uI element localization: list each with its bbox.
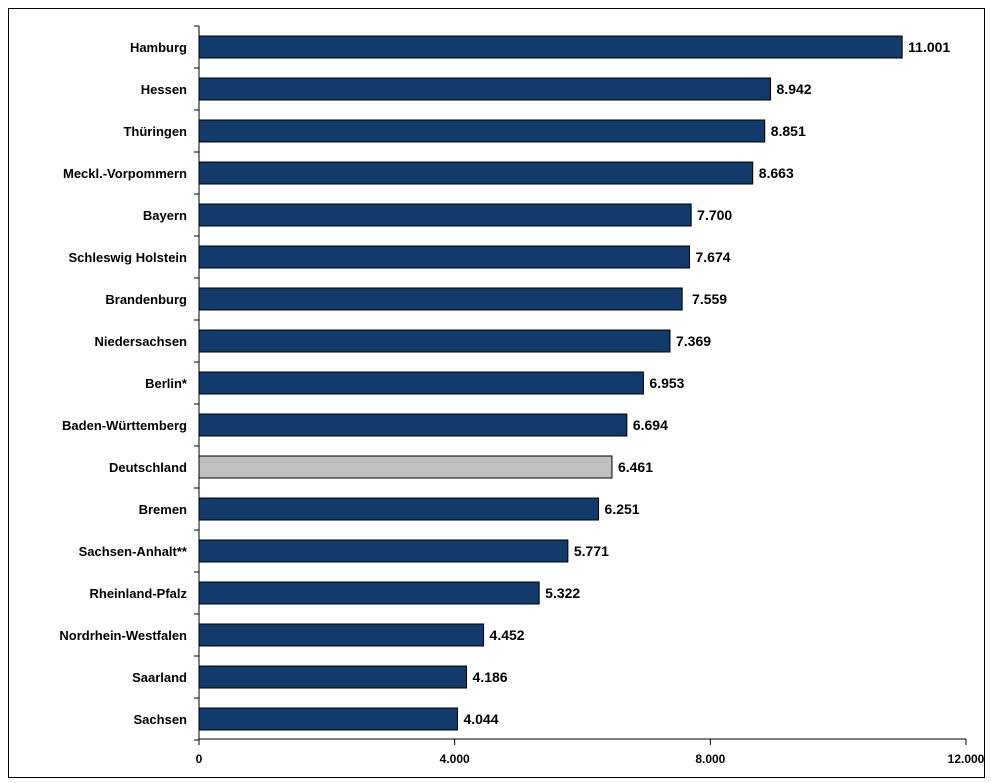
value-label-saarland: 4.186	[473, 669, 508, 685]
category-label-thueringen: Thüringen	[123, 124, 187, 139]
chart-frame: Hamburg 11.001 Hessen 8.942 Thüringen 8.851 Me…	[8, 8, 985, 778]
value-label-deutschland: 6.461	[618, 459, 653, 475]
bar-berlin	[198, 371, 644, 395]
value-label-sachsen-anhalt: 5.771	[574, 543, 609, 559]
category-label-sachsen-anhalt: Sachsen-Anhalt**	[79, 544, 188, 559]
category-label-brandenburg: Brandenburg	[105, 292, 187, 307]
value-label-bremen: 6.251	[605, 501, 640, 517]
bar-hessen	[198, 77, 772, 101]
category-label-niedersachsen: Niedersachsen	[95, 334, 188, 349]
category-label-berlin: Berlin*	[145, 376, 188, 391]
value-label-nordrhein-westfalen: 4.452	[490, 627, 525, 643]
category-label-deutschland: Deutschland	[109, 460, 187, 475]
bar-saarland	[198, 665, 468, 689]
bar-deutschland	[198, 455, 613, 479]
x-tick-label-0: 0	[196, 752, 203, 766]
value-label-niedersachsen: 7.369	[676, 333, 711, 349]
value-label-rheinland-pfalz: 5.322	[545, 585, 580, 601]
value-label-baden-wuerttemberg: 6.694	[633, 417, 668, 433]
value-label-brandenburg: 7.559	[688, 291, 727, 307]
bar-chart: Hamburg 11.001 Hessen 8.942 Thüringen 8.851 Me…	[59, 25, 985, 766]
value-label-bayern: 7.700	[697, 207, 732, 223]
value-label-berlin: 6.953	[649, 375, 684, 391]
bar-nordrhein-westfalen	[198, 623, 485, 647]
bar-baden-wuerttemberg	[198, 413, 628, 437]
bar-hamburg	[198, 35, 903, 59]
category-label-rheinland-pfalz: Rheinland-Pfalz	[89, 586, 187, 601]
category-label-nordrhein-westfalen: Nordrhein-Westfalen	[59, 628, 187, 643]
bar-bayern	[198, 203, 692, 227]
bar-rheinland-pfalz	[198, 581, 540, 605]
category-label-bayern: Bayern	[143, 208, 187, 223]
bar-meckl-vorpommern	[198, 161, 754, 185]
value-label-thueringen: 8.851	[771, 123, 806, 139]
x-tick-label-4-000: 4.000	[440, 752, 470, 766]
bar-niedersachsen	[198, 329, 671, 353]
category-label-hamburg: Hamburg	[130, 40, 187, 55]
value-label-hessen: 8.942	[777, 81, 812, 97]
value-label-hamburg: 11.001	[908, 39, 950, 55]
bar-bremen	[198, 497, 600, 521]
x-tick-label-12-000: 12.000	[948, 752, 985, 766]
category-label-sachsen: Sachsen	[134, 712, 188, 727]
category-label-baden-wuerttemberg: Baden-Württemberg	[62, 418, 187, 433]
value-label-schleswig-holstein: 7.674	[695, 249, 730, 265]
bar-sachsen-anhalt	[198, 539, 569, 563]
x-tick-label-8-000: 8.000	[695, 752, 725, 766]
value-label-meckl-vorpommern: 8.663	[759, 165, 794, 181]
category-label-schleswig-holstein: Schleswig Holstein	[69, 250, 188, 265]
category-label-meckl-vorpommern: Meckl.-Vorpommern	[63, 166, 187, 181]
bar-schleswig-holstein	[198, 245, 690, 269]
category-label-saarland: Saarland	[132, 670, 187, 685]
bar-thueringen	[198, 119, 766, 143]
category-label-bremen: Bremen	[139, 502, 187, 517]
bar-sachsen	[198, 707, 458, 731]
value-label-sachsen: 4.044	[463, 711, 498, 727]
bar-brandenburg	[198, 287, 683, 311]
category-label-hessen: Hessen	[141, 82, 187, 97]
